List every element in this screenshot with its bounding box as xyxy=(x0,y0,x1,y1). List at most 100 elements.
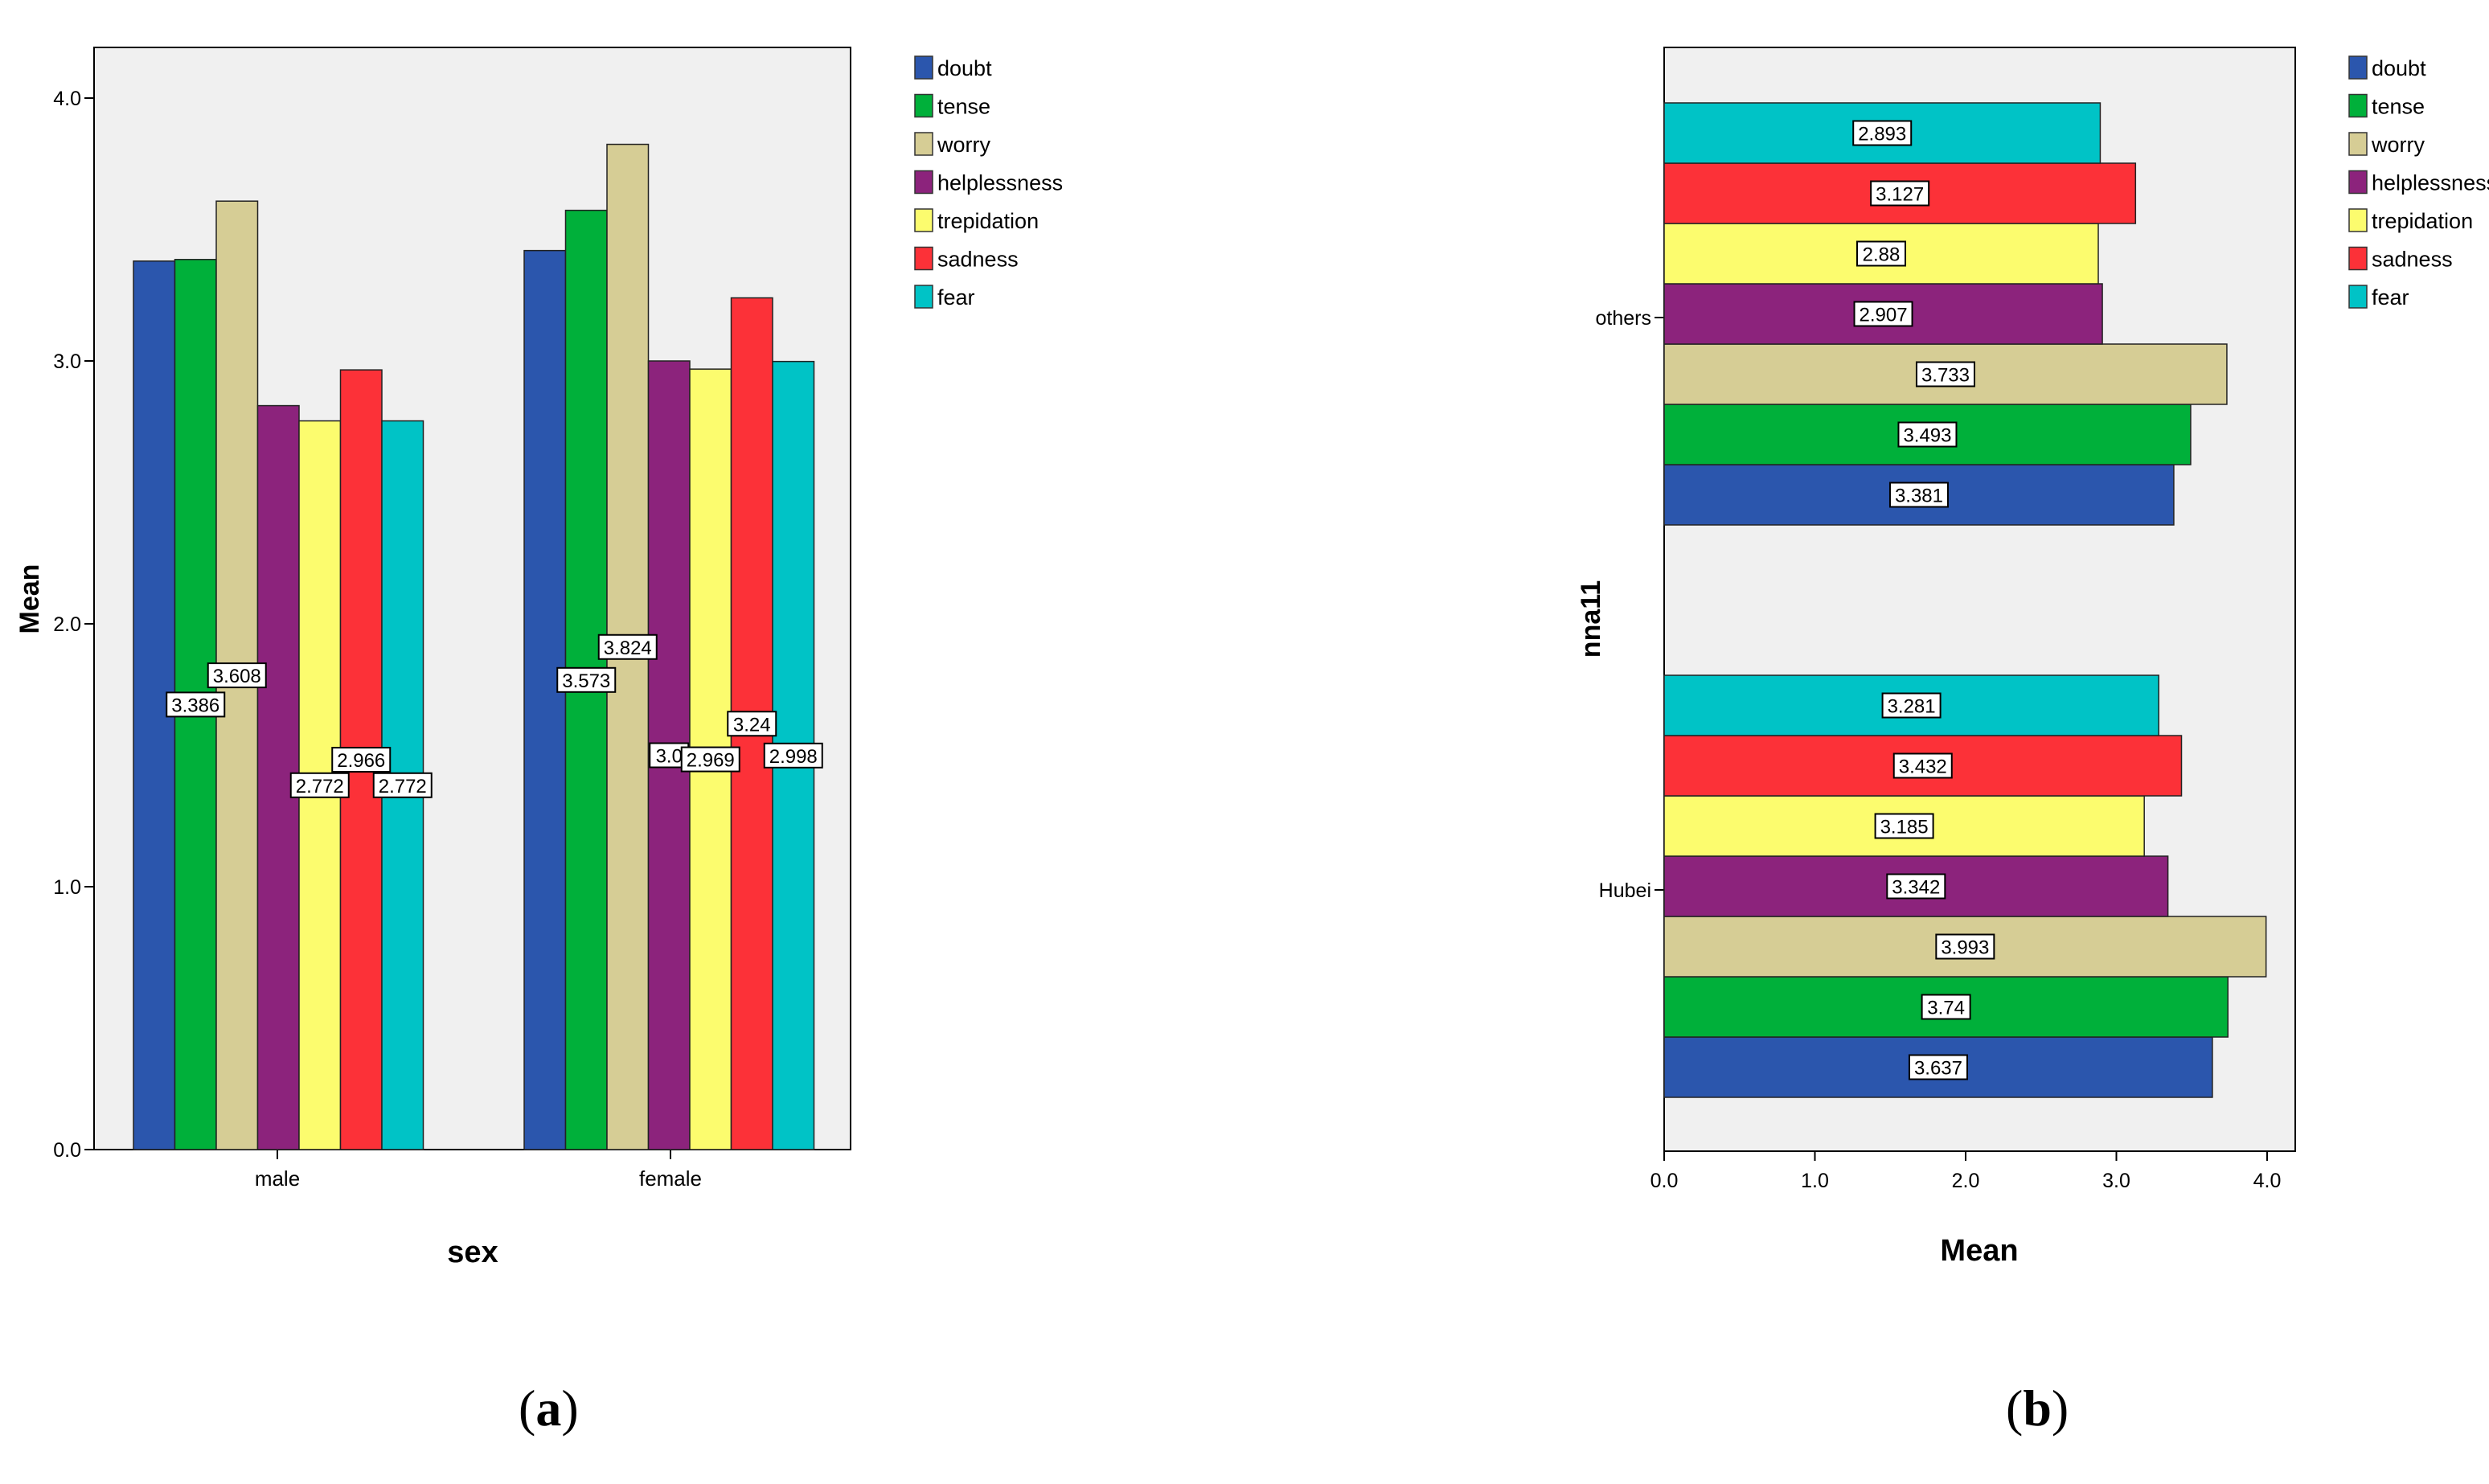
chart-b-value-label-trepidation-others-box xyxy=(1856,240,1906,267)
chart-b-xlabel: Mean xyxy=(1940,1234,2018,1268)
chart-b-value-label-sadness-Hubei-box xyxy=(1892,752,1953,779)
chart-b-legend-label-worry: worry xyxy=(2371,133,2425,157)
chart-a-xtick-label-male: male xyxy=(255,1166,300,1191)
chart-b-value-label-helplessness-others: 2.907 xyxy=(1860,305,1908,326)
chart-b-legend-swatch-tense xyxy=(2348,93,2368,118)
chart-a-xlabel: sex xyxy=(447,1236,498,1269)
chart-b-legend-label-tense: tense xyxy=(2372,95,2425,119)
chart-b-value-label-tense-Hubei-box xyxy=(1921,994,1971,1020)
chart-a-value-label-helplessness-female: 3.0 xyxy=(656,746,683,768)
chart-a-legend-label-fear: fear xyxy=(937,285,975,310)
chart-a-value-label-fear-female: 2.998 xyxy=(769,746,818,768)
chart-a-legend-swatch-helplessness xyxy=(914,170,933,195)
chart-a-legend-swatch-doubt xyxy=(914,55,933,80)
chart-a-value-label-sadness-female-box xyxy=(727,711,777,737)
chart-b-value-label-tense-Hubei: 3.74 xyxy=(1927,998,1965,1019)
chart-b-value-label-doubt-Hubei: 3.637 xyxy=(1914,1058,1962,1080)
chart-b-value-label-sadness-others: 3.127 xyxy=(1876,184,1924,206)
caption-a: (a) xyxy=(519,1379,579,1437)
chart-b-value-label-fear-others-box xyxy=(1852,120,1913,146)
chart-a-value-label-worry-male-box xyxy=(207,662,267,689)
chart-b-xtick-label-2: 2.0 xyxy=(1952,1170,1980,1192)
chart-a-bar-doubt-female xyxy=(523,249,567,1150)
chart-a-value-label-tense-male-box xyxy=(166,691,226,718)
chart-b-value-label-worry-others: 3.733 xyxy=(1921,365,1970,387)
chart-b-xtick-label-0: 0.0 xyxy=(1650,1170,1679,1192)
chart-a-legend-label-trepidation: trepidation xyxy=(937,209,1039,233)
chart-a-value-label-sadness-male-box xyxy=(331,747,392,773)
chart-a-ytick-label-0: 0.0 xyxy=(53,1139,81,1162)
chart-b-value-label-helplessness-others-box xyxy=(1853,301,1913,327)
chart-a-value-label-tense-female-box xyxy=(556,666,617,693)
chart-b-legend-swatch-fear xyxy=(2348,285,2368,309)
chart-b-value-label-tense-others-box xyxy=(1897,421,1958,448)
chart-b-value-label-fear-Hubei: 3.281 xyxy=(1888,696,1936,718)
chart-b-value-label-tense-others: 3.493 xyxy=(1903,425,1951,447)
chart-a-legend-swatch-trepidation xyxy=(914,208,933,232)
chart-a-value-label-trepidation-male-box xyxy=(289,772,350,798)
chart-a-value-label-sadness-female: 3.24 xyxy=(733,714,771,736)
chart-b-value-label-helplessness-Hubei: 3.342 xyxy=(1892,877,1940,899)
chart-b-legend-swatch-doubt xyxy=(2348,55,2368,80)
chart-b-value-label-trepidation-Hubei-box xyxy=(1874,813,1934,839)
chart-a-value-label-fear-male-box xyxy=(372,772,433,798)
chart-b-value-label-helplessness-Hubei-box xyxy=(1886,873,1946,900)
chart-b-legend-swatch-sadness xyxy=(2348,246,2368,271)
chart-b-value-label-doubt-others-box xyxy=(1888,482,1949,508)
chart-a-value-label-sadness-male: 2.966 xyxy=(337,750,385,772)
chart-a-legend-label-worry: worry xyxy=(937,133,990,157)
chart-b-legend-swatch-helplessness xyxy=(2348,170,2368,195)
chart-a-legend-swatch-fear xyxy=(914,285,933,309)
chart-b-value-label-fear-Hubei-box xyxy=(1881,692,1942,719)
chart-a-value-label-worry-male: 3.608 xyxy=(213,666,261,687)
chart-a-ytick-label-3: 3.0 xyxy=(53,351,81,373)
chart-b-ytick-label-Hubei: Hubei xyxy=(1599,879,1651,902)
chart-a-legend-label-tense: tense xyxy=(937,95,990,119)
chart-b-value-label-sadness-others-box xyxy=(1870,180,1930,207)
chart-a-legend-label-helplessness: helplessness xyxy=(937,171,1063,195)
chart-b-legend-swatch-worry xyxy=(2348,132,2368,156)
chart-b-ylabel: nna11 xyxy=(1576,580,1606,658)
chart-b-value-label-worry-others-box xyxy=(1915,361,1975,387)
chart-a-value-label-trepidation-female-box xyxy=(680,746,740,773)
chart-b-value-label-fear-others: 2.893 xyxy=(1858,124,1906,146)
chart-b-horizontal-bars: 0.0 1.0 2.0 3.0 4.0 Mean nna11 others Hubei 3.381… xyxy=(1576,47,2489,1268)
chart-b-legend-label-sadness: sadness xyxy=(2372,248,2453,272)
chart-b-legend-label-helplessness: helplessness xyxy=(2372,171,2489,195)
chart-b-value-label-doubt-Hubei-box xyxy=(1908,1054,1968,1080)
chart-b-legend-swatch-trepidation xyxy=(2348,208,2368,232)
chart-b-value-label-worry-Hubei: 3.993 xyxy=(1941,937,1989,959)
chart-a-legend-label-doubt: doubt xyxy=(937,56,992,80)
chart-a-legend-swatch-sadness xyxy=(914,246,933,271)
chart-a-legend-swatch-tense xyxy=(914,93,933,118)
chart-a-legend-swatch-worry xyxy=(914,132,933,156)
chart-a-legend-label-sadness: sadness xyxy=(937,248,1019,272)
chart-b-legend-label-doubt: doubt xyxy=(2372,56,2426,80)
chart-a-value-label-trepidation-female: 2.969 xyxy=(687,750,735,772)
chart-a-vertical-bars: 0.0 1.0 2.0 3.0 4.0 Mean sex male female 3.386 3.5… xyxy=(14,47,1063,1269)
chart-a-ylabel: Mean xyxy=(14,564,45,634)
chart-a-value-label-tense-male: 3.386 xyxy=(171,695,219,716)
chart-a-value-label-trepidation-male: 2.772 xyxy=(296,776,344,797)
chart-b-legend-label-trepidation: trepidation xyxy=(2372,209,2473,233)
chart-a-value-label-worry-female: 3.824 xyxy=(604,637,652,659)
chart-b-value-label-sadness-Hubei: 3.432 xyxy=(1899,756,1947,778)
chart-b-xtick-label-3: 3.0 xyxy=(2102,1170,2130,1192)
chart-a-value-label-fear-female-box xyxy=(763,742,823,769)
chart-b-ytick-label-others: others xyxy=(1596,307,1651,330)
chart-b-legend-label-fear: fear xyxy=(2372,285,2409,310)
chart-a-value-label-worry-female-box xyxy=(597,633,658,660)
chart-a-value-label-fear-male: 2.772 xyxy=(379,776,427,797)
chart-b-xtick-label-4: 4.0 xyxy=(2253,1170,2282,1192)
chart-b-value-label-trepidation-Hubei: 3.185 xyxy=(1880,817,1929,838)
chart-a-ytick-label-1: 1.0 xyxy=(53,876,81,899)
chart-b-value-label-doubt-others: 3.381 xyxy=(1895,486,1943,507)
chart-b-xtick-label-1: 1.0 xyxy=(1801,1170,1829,1192)
chart-a-ytick-label-2: 2.0 xyxy=(53,613,81,636)
chart-b-value-label-trepidation-others: 2.88 xyxy=(1863,244,1901,266)
caption-b: (b) xyxy=(2006,1379,2069,1437)
chart-a-ytick-label-4: 4.0 xyxy=(53,88,81,110)
chart-a-xtick-label-female: female xyxy=(639,1166,702,1191)
chart-b-value-label-worry-Hubei-box xyxy=(1935,933,1995,960)
